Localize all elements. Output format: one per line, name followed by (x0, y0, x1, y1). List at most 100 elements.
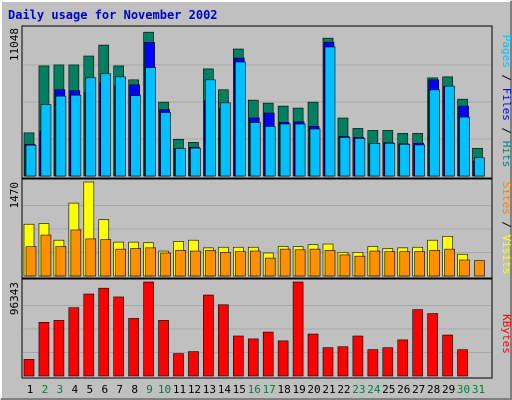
bar-kbytes-day-9 (143, 281, 154, 377)
bar-sites-day-14 (220, 252, 231, 277)
bar-pages-day-21 (324, 46, 336, 177)
x-tick-label-day-9: 9 (146, 383, 153, 396)
bar-sites-day-9 (145, 247, 156, 277)
x-tick-label-day-5: 5 (86, 383, 93, 396)
legend-entry: KBytes (500, 314, 512, 354)
x-tick-label-day-11: 11 (173, 383, 186, 396)
bar-sites-day-13 (205, 250, 216, 277)
x-tick-label-day-23: 23 (352, 383, 365, 396)
bar-sites-day-11 (175, 250, 186, 277)
x-tick-label-day-4: 4 (72, 383, 79, 396)
bar-kbytes-day-24 (367, 349, 379, 377)
bar-kbytes-day-29 (442, 334, 453, 377)
bar-sites-day-23 (354, 255, 366, 277)
bar-pages-day-11 (175, 148, 186, 177)
bar-kbytes-day-8 (128, 318, 139, 377)
bar-kbytes-day-26 (397, 339, 409, 377)
bar-pages-day-7 (115, 76, 126, 177)
bar-sites-day-16 (249, 250, 261, 277)
x-tick-label-day-16: 16 (248, 383, 261, 396)
bar-sites-day-27 (414, 251, 426, 277)
bar-pages-day-30 (459, 116, 470, 177)
bar-sites-day-25 (384, 251, 396, 277)
bar-pages-day-31 (474, 157, 485, 177)
panel-kbytes: 96343 KBytes (8, 281, 512, 377)
legend-entry: Files (500, 88, 512, 121)
bar-sites-day-15 (235, 251, 246, 277)
x-tick-label-day-10: 10 (158, 383, 171, 396)
panel-legend: KBytes (500, 314, 512, 354)
bar-kbytes-day-1 (23, 359, 35, 377)
bar-sites-day-7 (115, 248, 126, 277)
bar-kbytes-day-4 (68, 307, 80, 377)
bar-pages-day-14 (220, 102, 231, 177)
bar-sites-day-18 (279, 248, 291, 277)
x-tick-label-day-1: 1 (27, 383, 34, 396)
x-tick-label-day-29: 29 (442, 383, 455, 396)
bar-kbytes-day-28 (427, 313, 438, 377)
panel-legend: Sites / Visits (500, 182, 512, 275)
bar-pages-day-8 (130, 95, 141, 177)
bar-pages-day-5 (85, 77, 97, 177)
bar-sites-day-4 (70, 229, 82, 277)
bar-kbytes-day-27 (412, 309, 424, 377)
bar-pages-day-12 (190, 147, 201, 177)
bar-sites-day-30 (459, 259, 470, 277)
legend-entry: Visits (500, 235, 512, 275)
x-tick-label-day-18: 18 (278, 383, 291, 396)
bar-sites-day-8 (130, 248, 141, 277)
bar-kbytes-day-20 (307, 333, 319, 377)
bar-sites-day-22 (339, 254, 351, 277)
bar-pages-day-16 (249, 122, 261, 177)
bar-pages-day-29 (444, 85, 455, 177)
bar-kbytes-day-2 (38, 322, 50, 377)
bar-kbytes-day-15 (233, 335, 244, 377)
bar-kbytes-day-17 (262, 331, 274, 377)
x-tick-label-day-8: 8 (131, 383, 138, 396)
legend-entry: / (500, 121, 512, 141)
bar-pages-day-23 (354, 138, 366, 177)
bar-kbytes-day-30 (457, 349, 468, 377)
bar-kbytes-day-18 (277, 340, 289, 377)
x-tick-label-day-2: 2 (42, 383, 49, 396)
chart-panels: 11048 Pages / Files / Hits 1470 Sites / Vis… (8, 28, 512, 377)
x-tick-label-day-27: 27 (412, 383, 425, 396)
bar-pages-day-9 (145, 67, 156, 177)
x-tick-label-day-7: 7 (116, 383, 123, 396)
bar-kbytes-day-10 (158, 320, 169, 377)
x-axis-day-labels: 1 2 3 4 5 6 7 8 9 10 11 12 13 14 15 16 17 18 19 20 21 22 23 24 2… (27, 383, 485, 396)
bar-sites-day-6 (100, 239, 112, 277)
bar-pages-day-19 (294, 123, 306, 177)
bar-kbytes-day-13 (203, 294, 214, 377)
x-tick-label-day-21: 21 (322, 383, 335, 396)
x-tick-label-day-30: 30 (457, 383, 470, 396)
legend-entry: Sites (500, 182, 512, 215)
panel-hits-files-pages: 11048 Pages / Files / Hits (8, 28, 512, 177)
bar-pages-day-3 (55, 95, 67, 177)
bar-sites-day-31 (474, 260, 485, 277)
bar-pages-day-22 (339, 137, 351, 177)
bar-pages-day-6 (100, 73, 112, 177)
bar-pages-day-4 (70, 94, 82, 177)
bar-pages-day-18 (279, 123, 291, 177)
bar-sites-day-26 (399, 251, 411, 277)
legend-entry: / (500, 215, 512, 235)
x-tick-label-day-20: 20 (307, 383, 320, 396)
bar-sites-day-12 (190, 250, 201, 277)
panel-visits-sites: 1470 Sites / Visits (8, 182, 512, 277)
bar-pages-day-15 (235, 61, 246, 177)
bar-sites-day-20 (309, 248, 321, 277)
x-tick-label-day-31: 31 (472, 383, 485, 396)
x-tick-label-day-19: 19 (292, 383, 305, 396)
x-tick-label-day-12: 12 (188, 383, 201, 396)
x-tick-label-day-6: 6 (101, 383, 108, 396)
bar-sites-day-28 (429, 250, 440, 277)
bar-kbytes-day-11 (173, 353, 184, 377)
x-tick-label-day-26: 26 (397, 383, 410, 396)
bar-sites-day-24 (369, 250, 381, 277)
bar-kbytes-day-16 (247, 338, 259, 377)
chart-title: Daily usage for November 2002 (8, 8, 218, 22)
bar-sites-day-10 (160, 252, 171, 277)
